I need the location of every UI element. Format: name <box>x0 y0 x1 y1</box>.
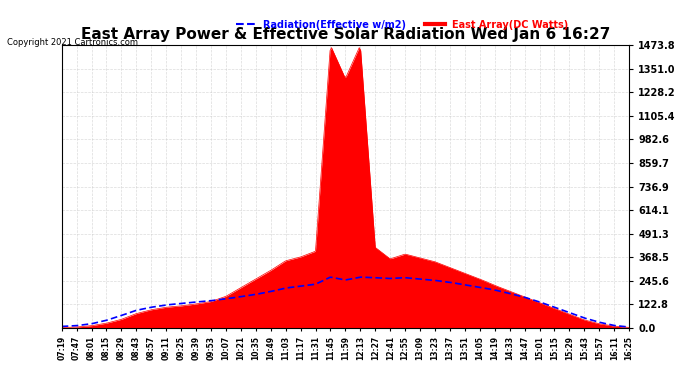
Text: Copyright 2021 Cartronics.com: Copyright 2021 Cartronics.com <box>7 38 138 47</box>
Legend: Radiation(Effective w/m2), East Array(DC Watts): Radiation(Effective w/m2), East Array(DC… <box>232 16 573 33</box>
Title: East Array Power & Effective Solar Radiation Wed Jan 6 16:27: East Array Power & Effective Solar Radia… <box>81 27 610 42</box>
